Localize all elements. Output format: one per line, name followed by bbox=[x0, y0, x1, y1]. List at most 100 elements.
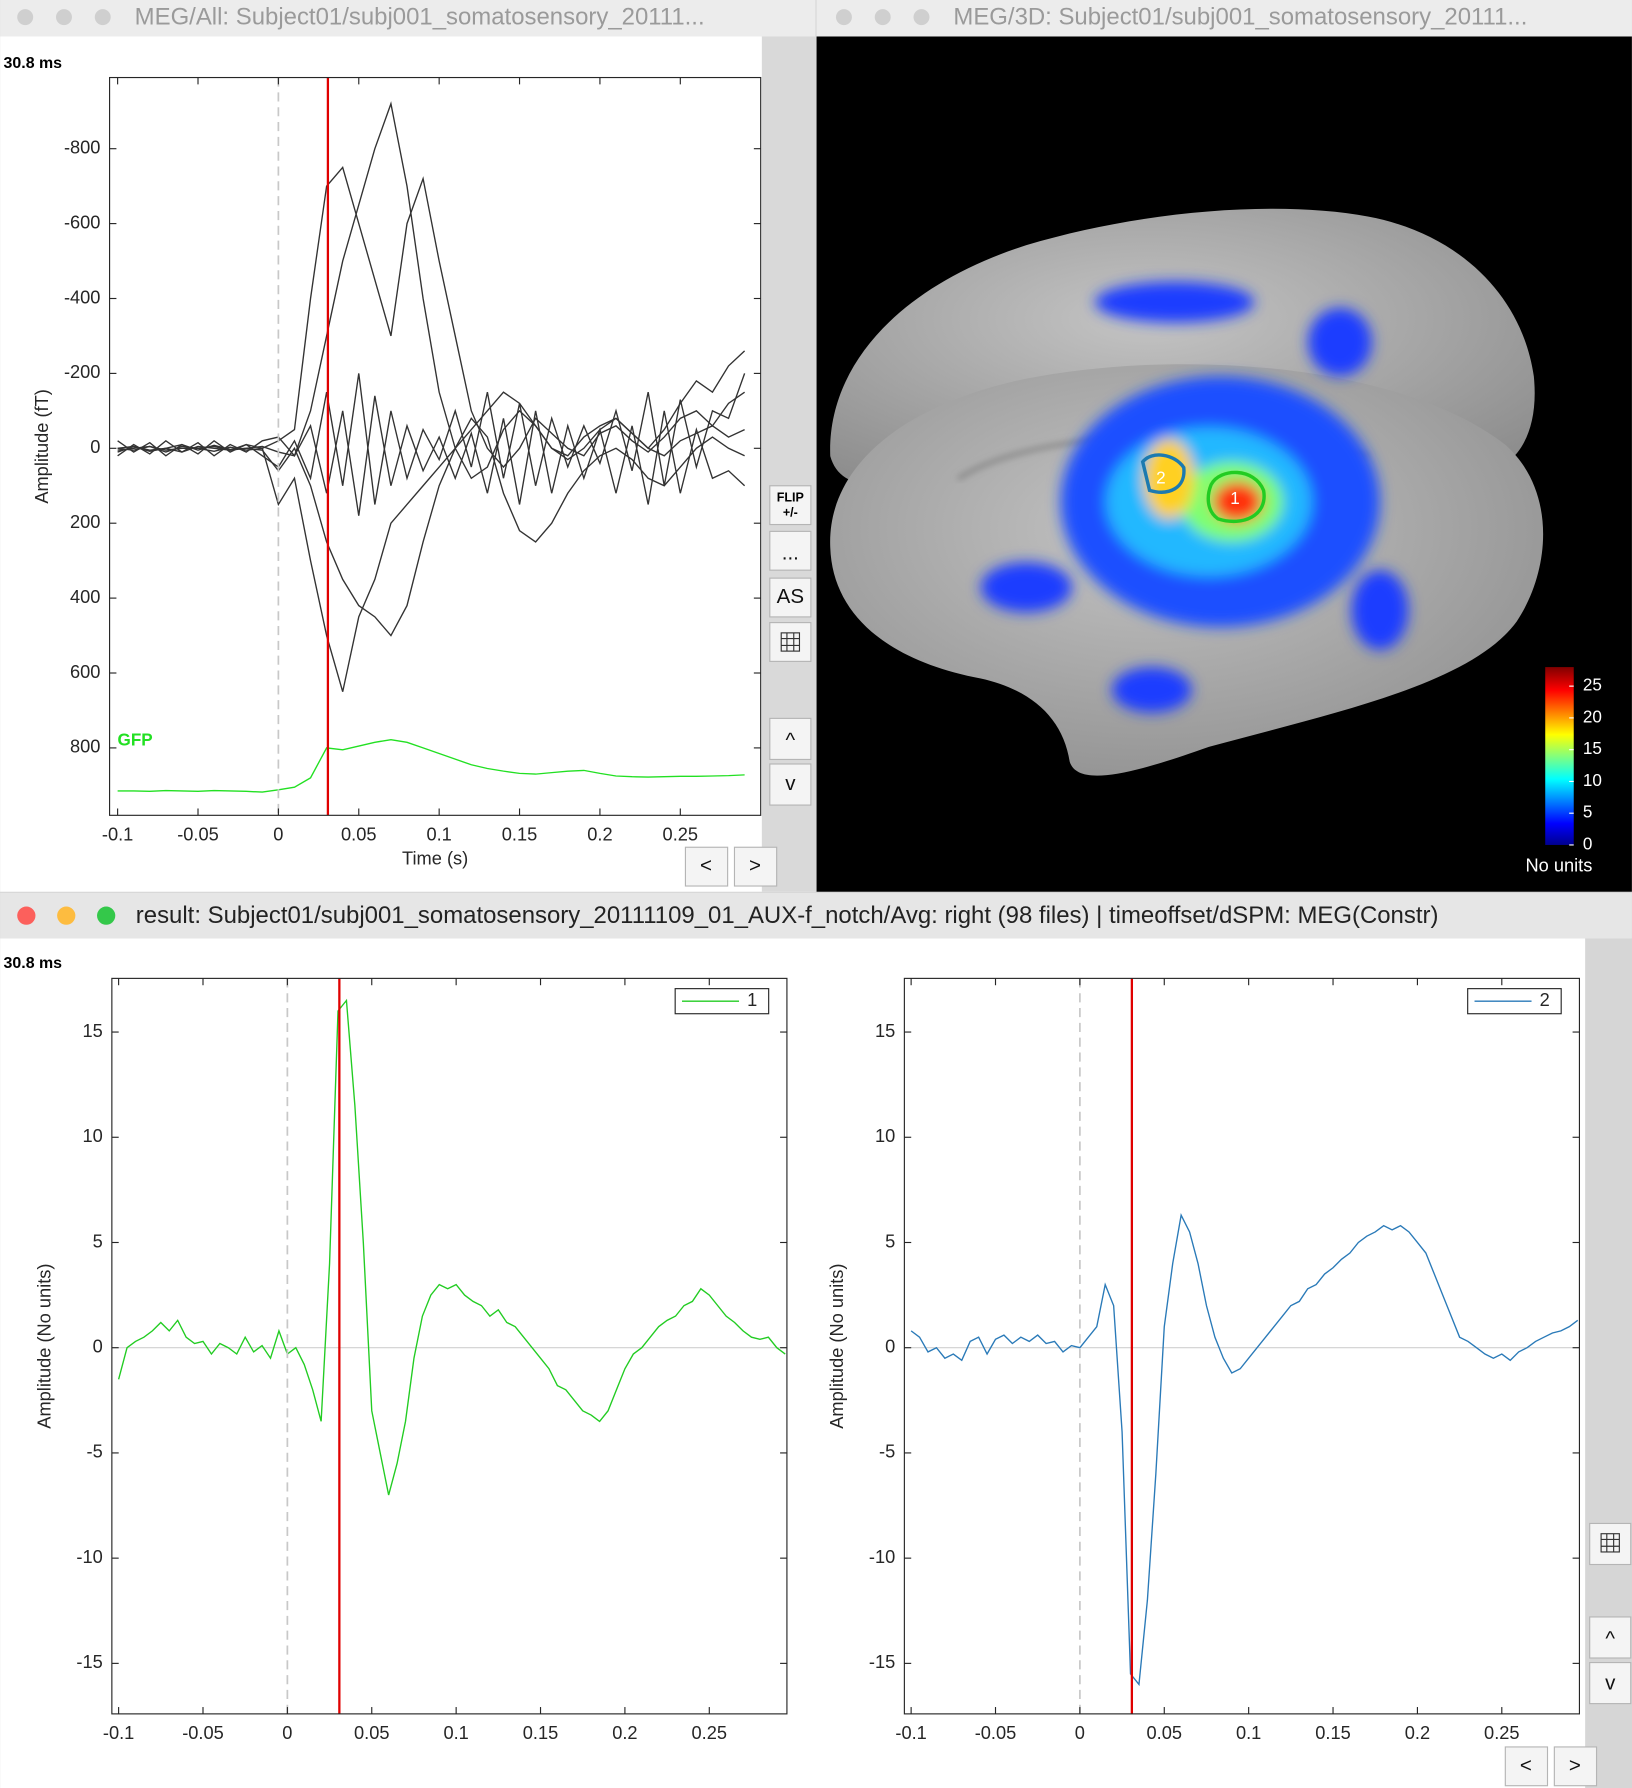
time-label: 30.8 ms bbox=[4, 55, 63, 72]
title-bar bbox=[0, 0, 816, 37]
chart: GFP -0.1 -0.05 0 0.05 0.1 0.15 0.2 0.25 -800 -600 -… bbox=[31, 76, 762, 869]
y-axis-label: Amplitude (fT) bbox=[31, 389, 52, 504]
colorbar-tick-label: 20 bbox=[1583, 707, 1602, 726]
button-label: ^ bbox=[786, 729, 796, 752]
minimize-button[interactable] bbox=[874, 9, 891, 26]
scout-outline bbox=[1140, 453, 1186, 494]
x-tick-label: 0.25 bbox=[1484, 1722, 1520, 1743]
next-button[interactable] bbox=[1553, 1746, 1598, 1787]
x-tick-label: 0.1 bbox=[426, 824, 451, 845]
next-button[interactable] bbox=[733, 846, 778, 887]
x-tick-label: 0.15 bbox=[502, 824, 538, 845]
minimize-button[interactable] bbox=[55, 9, 72, 26]
x-tick-label: 0.1 bbox=[443, 1722, 468, 1743]
prev-button[interactable] bbox=[1504, 1746, 1549, 1787]
close-button[interactable] bbox=[17, 9, 34, 26]
button-label: < bbox=[700, 854, 712, 877]
prev-button[interactable] bbox=[684, 846, 729, 887]
y-tick-label: 5 bbox=[885, 1230, 895, 1251]
y-tick-label: -15 bbox=[76, 1651, 102, 1672]
y-tick-label: 10 bbox=[875, 1125, 895, 1146]
y-tick-label: -200 bbox=[64, 361, 101, 382]
x-tick-label: -0.05 bbox=[177, 824, 219, 845]
charts: GFP-0.1 -0.05 0 0.05 0.1 0.15 0.2 0.25-800-600-… bbox=[31, 76, 1581, 1743]
down-button[interactable] bbox=[1589, 1661, 1632, 1705]
y-tick-label: 15 bbox=[82, 1020, 102, 1041]
zoom-button[interactable] bbox=[94, 9, 111, 26]
zoom-button[interactable] bbox=[97, 906, 116, 925]
y-axis-label: Amplitude (No units) bbox=[34, 1264, 55, 1429]
y-tick-label: 800 bbox=[70, 736, 100, 757]
flip-button[interactable] bbox=[769, 485, 812, 526]
content-bg bbox=[0, 938, 1586, 1788]
button-label: v bbox=[785, 772, 796, 795]
colorbar-gradient bbox=[1545, 667, 1574, 845]
down-button[interactable] bbox=[769, 763, 812, 806]
minimize-button[interactable] bbox=[57, 906, 76, 925]
up-button[interactable] bbox=[769, 717, 812, 761]
series-line bbox=[117, 998, 786, 1496]
y-tick-label: -400 bbox=[64, 286, 101, 307]
x-axis-label: Time (s) bbox=[402, 848, 468, 869]
y-tick-label: 0 bbox=[93, 1336, 103, 1357]
y-tick-label: 5 bbox=[93, 1230, 103, 1251]
grid-icon bbox=[1600, 1533, 1620, 1553]
colorbar-tick-label: 5 bbox=[1583, 803, 1593, 822]
legend-label: 2 bbox=[1540, 989, 1550, 1010]
x-tick-label: 0 bbox=[273, 824, 283, 845]
x-tick-label: -0.05 bbox=[182, 1722, 224, 1743]
series-line bbox=[117, 417, 745, 637]
grid-button[interactable] bbox=[769, 622, 812, 662]
button-label: > bbox=[749, 854, 761, 877]
y-tick-label: 10 bbox=[82, 1125, 102, 1146]
up-button[interactable] bbox=[1589, 1616, 1632, 1659]
title-bar bbox=[0, 892, 1632, 939]
x-tick-label: 0.15 bbox=[523, 1722, 559, 1743]
y-tick-label: -10 bbox=[76, 1546, 102, 1567]
window-title: result: Subject01/subj001_somatosensory_… bbox=[136, 902, 1439, 929]
y-tick-label: 0 bbox=[90, 436, 100, 457]
y-tick-label: -5 bbox=[879, 1441, 895, 1462]
scout-outline bbox=[1206, 470, 1266, 524]
series-line bbox=[117, 373, 746, 505]
scout-label: 1 bbox=[1230, 489, 1240, 508]
x-tick-label: 0.25 bbox=[663, 824, 699, 845]
colorbar-tick-label: 15 bbox=[1583, 739, 1602, 758]
grid-button[interactable] bbox=[1589, 1522, 1632, 1566]
axes-box bbox=[903, 977, 1581, 1715]
button-label: > bbox=[1569, 1754, 1581, 1777]
title-bar bbox=[816, 0, 1632, 37]
y-tick-label: 200 bbox=[70, 511, 100, 532]
zoom-button[interactable] bbox=[913, 9, 930, 26]
options-button[interactable] bbox=[769, 530, 812, 571]
chart: -0.1 -0.05 0 0.05 0.1 0.15 0.2 0.25 -15 -10 -5 0 5 10… bbox=[826, 977, 1581, 1743]
axes-box bbox=[109, 76, 762, 816]
x-tick-label: -0.1 bbox=[895, 1722, 926, 1743]
y-tick-label: -600 bbox=[64, 211, 101, 232]
colorbar-label: No units bbox=[1525, 854, 1592, 875]
y-tick-label: -800 bbox=[64, 137, 101, 158]
x-tick-label: 0 bbox=[1075, 1722, 1085, 1743]
legend-label: 1 bbox=[747, 989, 757, 1010]
colorbar-tick-label: 0 bbox=[1583, 834, 1593, 853]
y-axis-label: Amplitude (No units) bbox=[826, 1264, 847, 1429]
x-tick-label: 0.05 bbox=[341, 824, 376, 845]
as-button[interactable] bbox=[769, 577, 812, 618]
button-label: v bbox=[1605, 1672, 1616, 1695]
x-tick-label: 0.2 bbox=[587, 824, 612, 845]
x-tick-label: -0.05 bbox=[975, 1722, 1017, 1743]
close-button[interactable] bbox=[835, 9, 852, 26]
series-line bbox=[117, 391, 745, 692]
x-tick-label: 0.25 bbox=[692, 1722, 728, 1743]
button-label: ^ bbox=[1605, 1627, 1615, 1650]
series-line bbox=[117, 395, 746, 516]
x-tick-label: -0.1 bbox=[102, 824, 133, 845]
y-tick-label: -15 bbox=[869, 1651, 895, 1672]
close-button[interactable] bbox=[17, 906, 36, 925]
y-tick-label: 15 bbox=[875, 1020, 895, 1041]
y-tick-label: 400 bbox=[70, 586, 100, 607]
y-tick-label: 600 bbox=[70, 661, 100, 682]
colorbar-tick-label: 10 bbox=[1583, 771, 1602, 790]
y-tick-label: 0 bbox=[885, 1336, 895, 1357]
